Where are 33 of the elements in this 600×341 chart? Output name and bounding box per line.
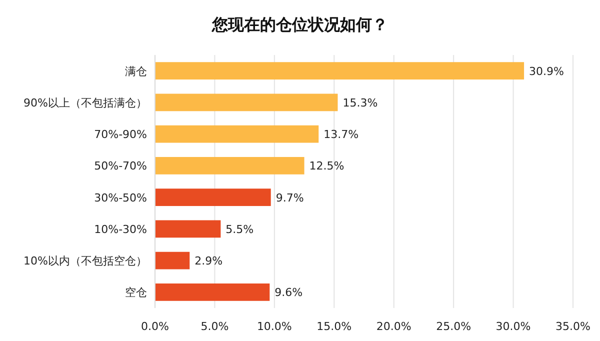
x-tick-label: 5.0% [200,320,229,333]
bar [155,252,190,270]
bar [155,125,319,143]
y-tick-label: 30%-50% [94,191,147,204]
data-label: 13.7% [324,128,359,142]
x-tick-label: 30.0% [496,320,531,333]
x-tick-label: 10.0% [256,320,292,333]
y-tick-label: 10%-30% [94,222,147,236]
data-label: 12.5% [309,160,344,173]
bar [155,62,524,80]
data-label: 2.9% [194,254,223,268]
y-tick-label: 50%-70% [94,160,147,173]
x-tick-label: 0.0% [141,320,169,333]
x-tick-label: 25.0% [436,320,472,333]
y-tick-label: 满仓 [125,64,147,78]
data-label: 9.6% [274,286,303,300]
y-tick-label: 空仓 [125,286,147,300]
x-tick-label: 20.0% [376,320,412,333]
data-label: 30.9% [529,64,564,78]
bar [155,188,271,206]
bar [155,283,270,301]
x-tick-label: 35.0% [556,320,590,333]
bar [155,156,304,174]
x-tick-label: 15.0% [316,320,352,333]
bar [155,94,338,112]
bar [155,220,221,238]
y-tick-label: 90%以上（不包括满仓） [24,96,147,110]
y-tick-label: 70%-90% [94,128,147,142]
chart-title: 您现在的仓位状况如何？ [211,15,388,34]
data-label: 15.3% [342,96,378,110]
data-label: 5.5% [226,222,254,236]
data-label: 9.7% [276,191,304,204]
y-tick-label: 10%以内（不包括空仓） [24,254,147,268]
